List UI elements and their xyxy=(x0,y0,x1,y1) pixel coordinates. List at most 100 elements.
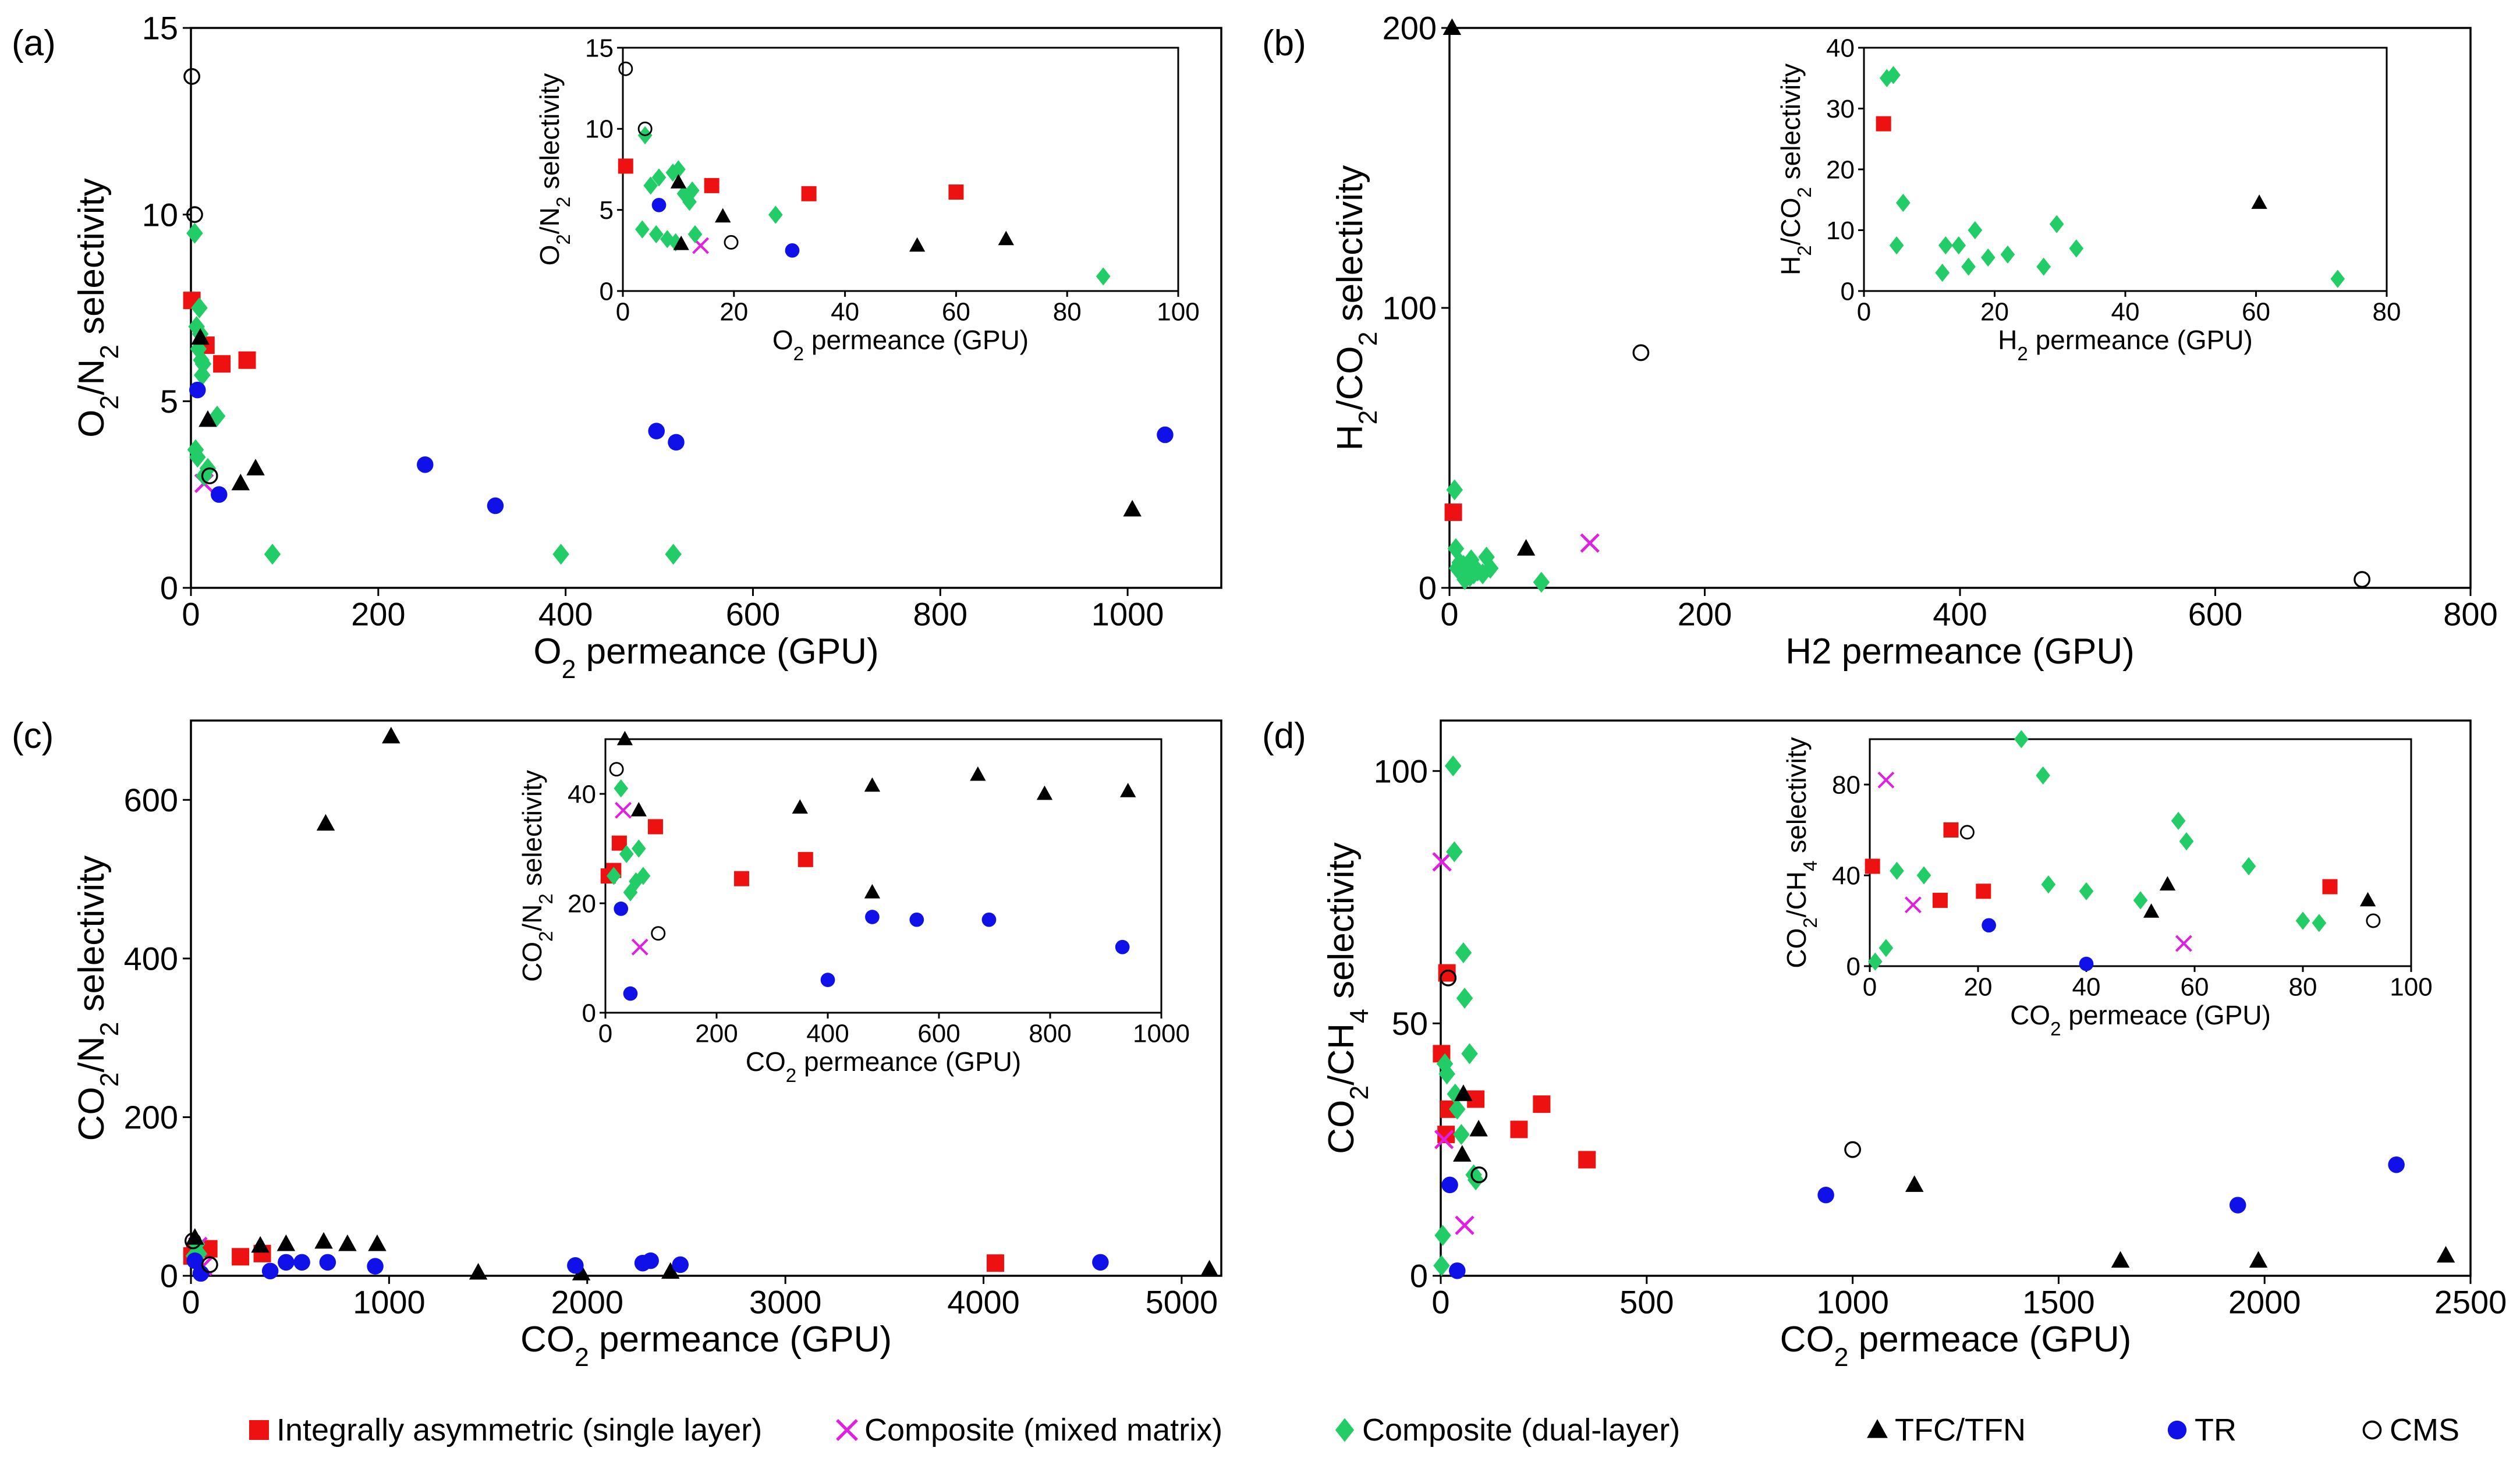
panel-label: (d) xyxy=(1262,716,1306,756)
marker-filled-circle xyxy=(211,486,228,503)
x-tick-label: 0 xyxy=(598,1020,612,1048)
marker-diamond xyxy=(1461,1043,1478,1065)
marker-square xyxy=(801,186,817,201)
marker-square xyxy=(618,158,633,174)
x-tick-label: 2500 xyxy=(2434,1283,2507,1320)
x-tick-label: 40 xyxy=(2111,298,2140,327)
marker-diamond xyxy=(2079,882,2094,900)
marker-cross xyxy=(1904,896,1922,914)
marker-triangle xyxy=(314,1232,333,1249)
x-tick-label: 0 xyxy=(182,595,200,632)
marker-diamond xyxy=(635,220,650,239)
marker-triangle xyxy=(1905,1175,1924,1192)
marker-filled-circle xyxy=(278,1254,295,1271)
x-tick-label: 400 xyxy=(806,1020,849,1048)
x-tick-label: 2000 xyxy=(2228,1283,2301,1320)
marker-open-circle xyxy=(651,926,666,941)
x-axis-label: O2 permeance (GPU) xyxy=(533,631,878,684)
marker-filled-circle xyxy=(642,1252,659,1269)
marker-triangle xyxy=(715,208,731,223)
marker-triangle xyxy=(1454,1084,1473,1101)
marker-triangle xyxy=(970,766,986,781)
x-tick-label: 600 xyxy=(917,1020,960,1048)
marker-open-circle xyxy=(1844,1141,1862,1158)
x-tick-label: 0 xyxy=(1857,298,1871,327)
marker-triangle xyxy=(1200,1259,1219,1277)
marker-diamond xyxy=(1533,572,1550,593)
y-axis-label: H2/CO2 selectivity xyxy=(1775,63,1816,275)
marker-diamond xyxy=(2295,911,2310,930)
marker-cross xyxy=(836,1419,858,1441)
marker-cross xyxy=(615,801,632,819)
marker-diamond xyxy=(2241,857,2256,875)
x-tick-label: 1000 xyxy=(1133,1020,1190,1048)
y-tick-label: 40 xyxy=(1826,34,1855,62)
marker-open-circle xyxy=(2362,1420,2382,1440)
marker-filled-circle xyxy=(417,456,434,473)
marker-filled-circle xyxy=(1157,426,1174,443)
y-tick-label: 0 xyxy=(1846,952,1860,981)
x-axis-label: CO2 permeance (GPU) xyxy=(520,1319,892,1372)
x-tick-label: 20 xyxy=(1964,973,1993,1002)
marker-diamond xyxy=(2014,730,2029,748)
marker-diamond xyxy=(1867,952,1883,971)
marker-filled-circle xyxy=(785,243,800,258)
marker-triangle xyxy=(661,1262,680,1279)
x-tick-label: 100 xyxy=(1157,298,1199,327)
x-tick-label: 60 xyxy=(2181,973,2209,1002)
marker-diamond xyxy=(264,544,281,565)
marker-filled-circle xyxy=(2079,956,2094,971)
y-tick-label: 600 xyxy=(124,782,178,818)
marker-triangle xyxy=(2436,1246,2455,1263)
y-axis-label: H2/CO2 selectivity xyxy=(1330,165,1383,451)
marker-filled-circle xyxy=(648,423,665,439)
marker-square xyxy=(704,178,720,193)
marker-filled-circle xyxy=(1817,1186,1834,1204)
marker-diamond xyxy=(2330,269,2345,288)
panel-label: (c) xyxy=(12,716,54,756)
x-tick-label: 400 xyxy=(538,595,593,632)
marker-diamond xyxy=(186,222,203,244)
marker-square xyxy=(1976,884,1991,899)
x-tick-label: 600 xyxy=(726,595,780,632)
marker-triangle xyxy=(2359,892,2376,907)
marker-filled-circle xyxy=(319,1254,336,1271)
marker-diamond xyxy=(665,544,682,565)
marker-diamond xyxy=(1890,861,1904,880)
marker-diamond xyxy=(2312,914,2327,932)
marker-square xyxy=(1865,858,1880,874)
marker-open-circle xyxy=(1632,344,1650,361)
y-tick-label: 0 xyxy=(1841,277,1855,306)
inset-frame xyxy=(1863,47,2388,292)
x-tick-label: 0 xyxy=(1863,973,1877,1002)
marker-diamond xyxy=(1434,1225,1451,1246)
x-axis-label: CO2 permeance (GPU) xyxy=(746,1046,1021,1087)
marker-filled-circle xyxy=(1982,918,1996,933)
marker-filled-circle xyxy=(820,973,835,987)
legend-item-cmm: Composite (mixed matrix) xyxy=(836,1413,1222,1447)
panel-label: (b) xyxy=(1262,23,1306,63)
y-tick-label: 40 xyxy=(1832,861,1860,890)
y-axis-label: O2/N2 selectivity xyxy=(534,73,575,266)
marker-filled-circle xyxy=(367,1258,384,1275)
marker-diamond xyxy=(189,446,206,468)
marker-diamond xyxy=(636,867,651,885)
marker-square xyxy=(249,1420,269,1440)
marker-filled-circle xyxy=(668,434,685,451)
x-tick-label: 60 xyxy=(942,298,970,327)
inset-c: 0 200 400 600 800 1000 0 20 40 CO2 permeance (GPU… xyxy=(517,730,1190,1087)
marker-triangle xyxy=(1036,785,1053,800)
y-tick-label: 0 xyxy=(1419,570,1437,606)
y-tick-label: 100 xyxy=(1374,753,1428,789)
marker-open-circle xyxy=(618,61,633,76)
legend-label: TR xyxy=(2195,1413,2237,1447)
marker-diamond xyxy=(685,181,700,200)
x-tick-label: 500 xyxy=(1619,1283,1674,1320)
x-tick-label: 0 xyxy=(1431,1283,1449,1320)
marker-diamond xyxy=(2069,239,2084,258)
marker-square xyxy=(986,1254,1004,1272)
marker-triangle xyxy=(246,459,265,476)
marker-diamond xyxy=(687,225,703,244)
legend-item-cdl: Composite (dual-layer) xyxy=(1335,1413,1680,1447)
marker-diamond xyxy=(671,160,686,179)
